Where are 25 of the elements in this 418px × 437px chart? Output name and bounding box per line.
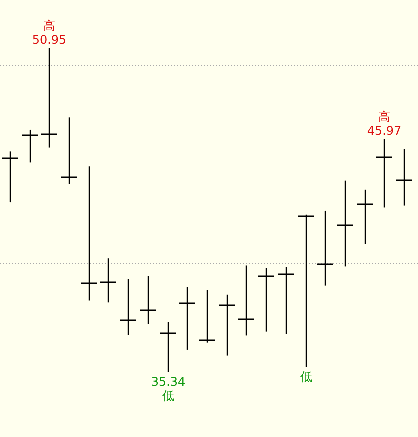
candlestick bbox=[338, 180, 354, 268]
candlestick bbox=[258, 267, 274, 332]
annotation: 高 45.97 bbox=[367, 110, 402, 138]
candlestick bbox=[298, 214, 314, 368]
candlestick bbox=[358, 189, 374, 245]
candlestick bbox=[238, 265, 254, 336]
candlestick bbox=[2, 151, 18, 204]
annotation: 低 bbox=[300, 370, 312, 384]
candlestick bbox=[100, 258, 116, 304]
candlestick bbox=[200, 289, 216, 344]
candlestick bbox=[120, 278, 136, 336]
candlestick bbox=[140, 275, 156, 325]
candlestick bbox=[376, 138, 392, 208]
candlestick bbox=[82, 166, 98, 302]
candlestick bbox=[42, 47, 58, 148]
annotation: 35.34 低 bbox=[151, 375, 186, 403]
candlestick bbox=[318, 210, 334, 286]
candlestick bbox=[278, 266, 294, 336]
candlestick bbox=[22, 129, 38, 164]
candlestick bbox=[160, 322, 176, 373]
candlestick bbox=[180, 286, 196, 351]
candlestick bbox=[62, 117, 78, 186]
candlestick bbox=[220, 294, 236, 356]
annotation: 高 50.95 bbox=[32, 19, 67, 47]
candlestick bbox=[396, 148, 412, 206]
